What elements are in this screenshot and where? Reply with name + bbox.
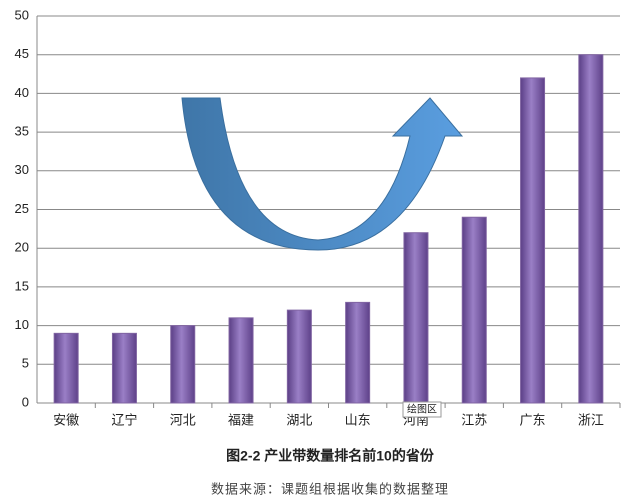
y-tick-label: 10 — [15, 317, 29, 332]
y-tick-label: 15 — [15, 278, 29, 293]
y-tick-label: 20 — [15, 240, 29, 255]
bar — [286, 309, 312, 404]
x-tick-label: 江苏 — [461, 412, 487, 427]
trend-arrow — [181, 97, 464, 251]
source-note: 数据来源：课题组根据收集的数据整理 — [211, 481, 449, 496]
y-tick-label: 35 — [15, 124, 29, 139]
chart-title: 图2-2 产业带数量排名前10的省份 — [226, 448, 435, 464]
bar — [461, 216, 487, 404]
bar — [111, 332, 137, 404]
x-tick-label: 湖北 — [286, 412, 312, 427]
x-tick-label: 辽宁 — [111, 412, 137, 427]
bar — [170, 325, 196, 404]
tooltip-box — [402, 401, 442, 418]
x-tick-label: 河北 — [170, 412, 196, 427]
x-tick-label: 山东 — [345, 412, 371, 427]
y-tick-label: 0 — [22, 394, 29, 409]
y-tick-label: 50 — [15, 7, 29, 22]
y-tick-label: 30 — [15, 162, 29, 177]
y-tick-label: 45 — [15, 46, 29, 61]
x-tick-label: 安徽 — [53, 412, 79, 427]
bar — [578, 54, 604, 404]
bar — [403, 232, 429, 404]
bar — [228, 317, 254, 404]
y-tick-label: 25 — [15, 201, 29, 216]
tooltip: 绘图区 — [407, 403, 437, 416]
bar — [345, 301, 371, 404]
x-tick-label: 福建 — [228, 412, 254, 427]
bar — [520, 77, 546, 404]
x-tick-label: 广东 — [520, 412, 546, 427]
y-tick-label: 5 — [22, 356, 29, 371]
y-tick-label: 40 — [15, 85, 29, 100]
bar — [53, 332, 79, 404]
x-tick-label: 浙江 — [578, 412, 604, 427]
